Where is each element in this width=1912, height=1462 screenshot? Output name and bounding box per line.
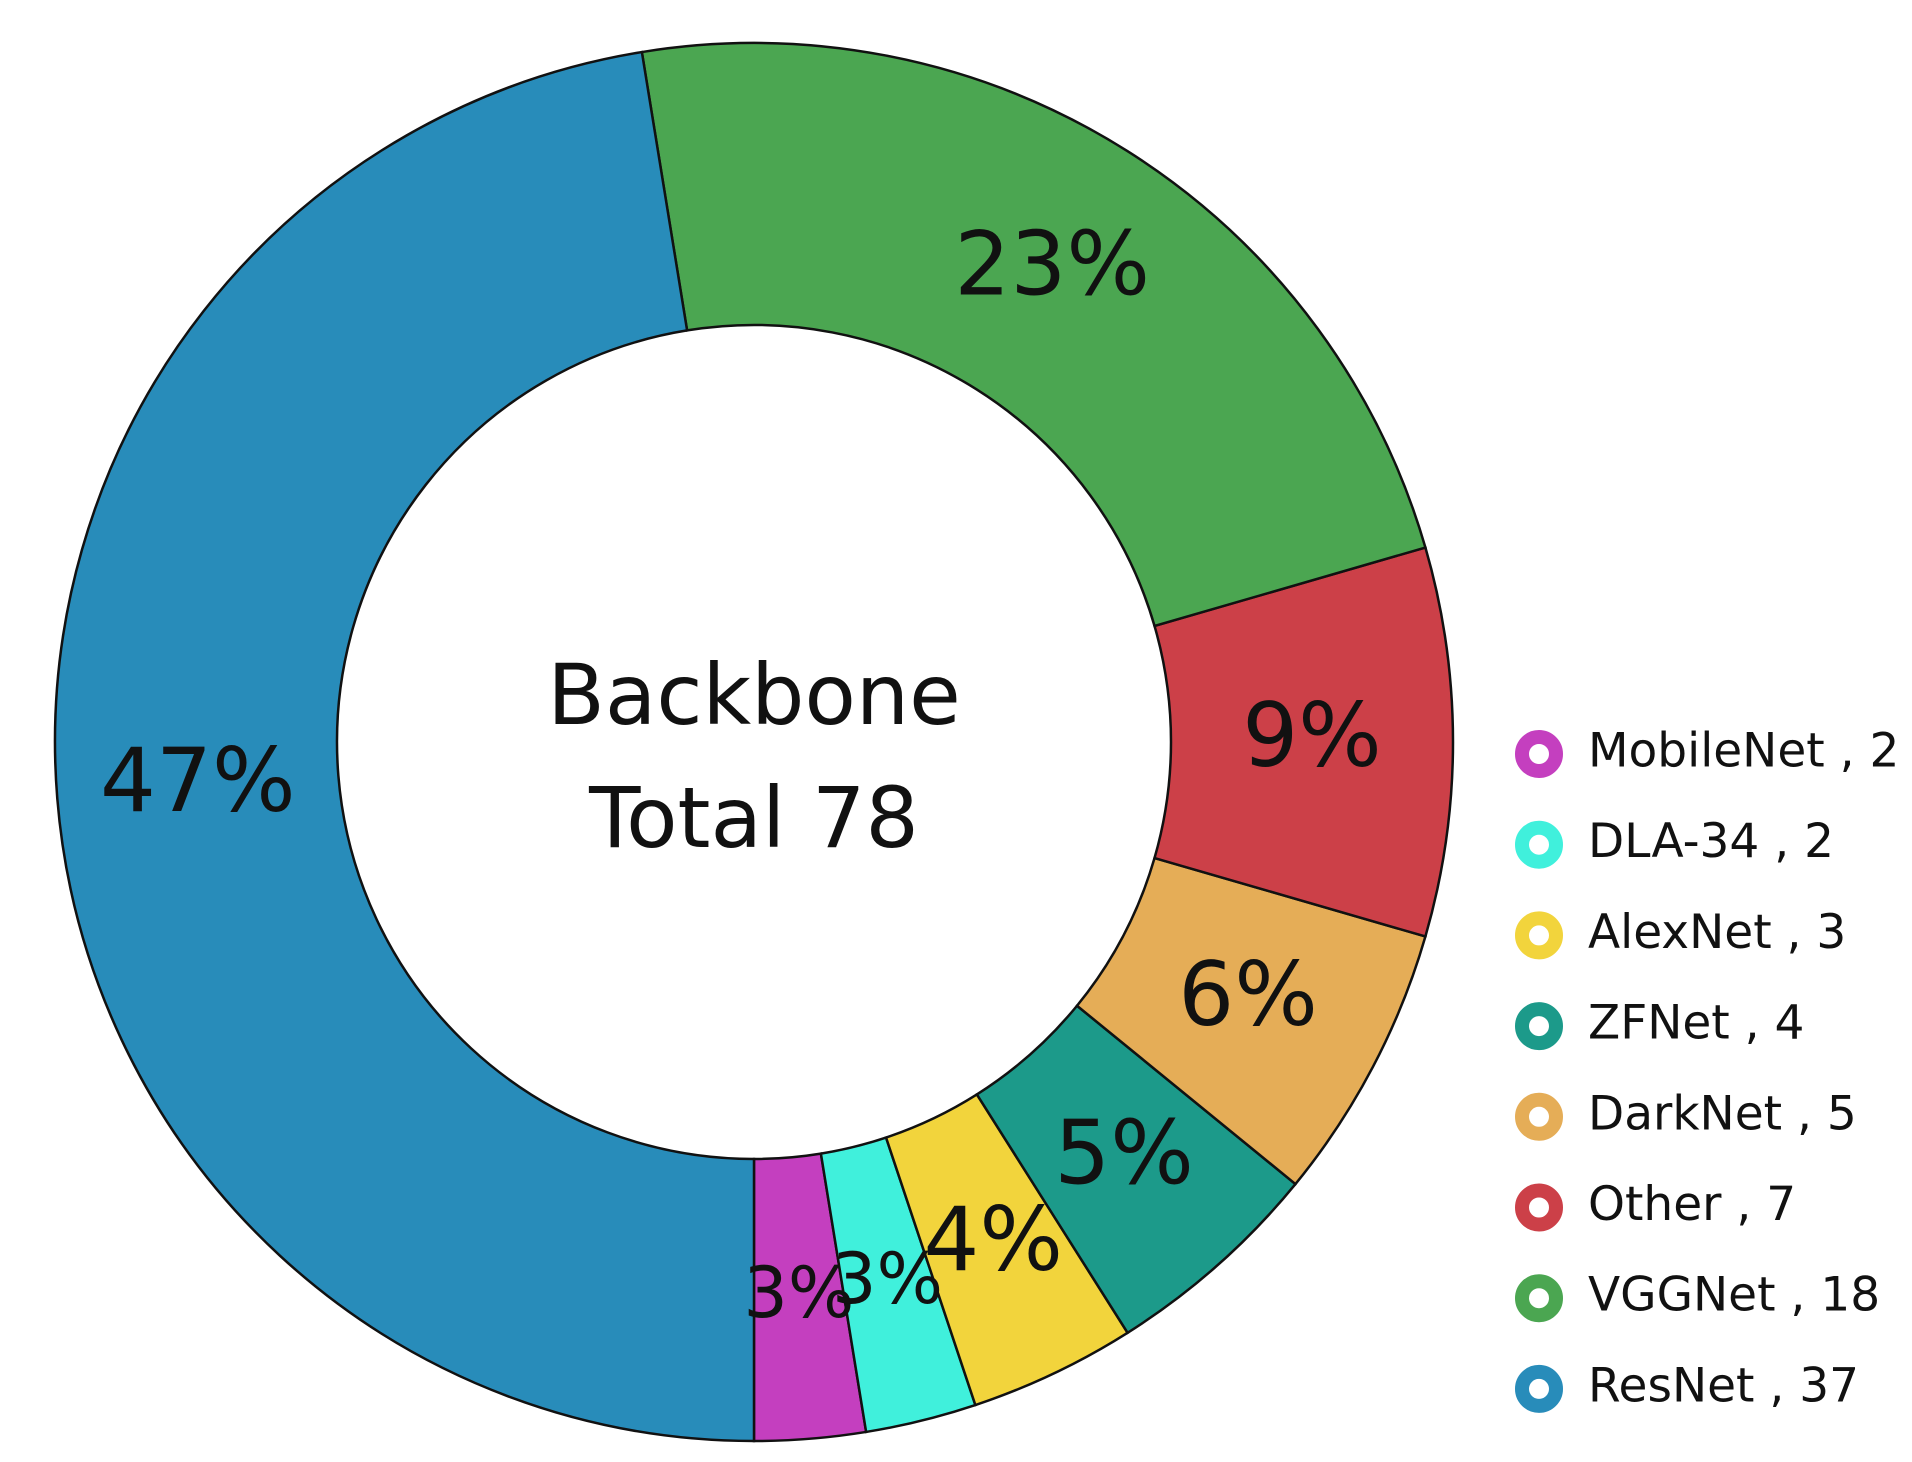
- legend-label: ResNet , 37: [1588, 1358, 1859, 1413]
- legend-marker: [1515, 1002, 1563, 1051]
- slice-label: 6%: [1178, 943, 1318, 1046]
- legend-marker: [1515, 911, 1563, 960]
- legend-marker: [1515, 1364, 1563, 1413]
- legend-label: MobileNet , 2: [1588, 724, 1899, 779]
- slice-label: 4%: [923, 1188, 1063, 1291]
- legend-marker: [1515, 1092, 1563, 1141]
- slice-label: 3%: [743, 1252, 854, 1334]
- legend-marker: [1515, 1274, 1563, 1323]
- slice: [640, 41, 1427, 628]
- legend-label: VGGNet , 18: [1588, 1268, 1880, 1323]
- legend-marker: [1515, 820, 1563, 869]
- slice-label: 3%: [832, 1238, 943, 1320]
- slice-label: 47%: [100, 729, 296, 832]
- center-total: Total 78: [588, 769, 919, 867]
- slice-label: 23%: [954, 212, 1150, 315]
- legend-label: DLA-34 , 2: [1588, 814, 1834, 869]
- slice: [53, 50, 756, 1443]
- legend-marker: [1515, 730, 1563, 778]
- legend-label: Other , 7: [1588, 1177, 1796, 1232]
- legend-label: DarkNet , 5: [1588, 1086, 1857, 1141]
- legend-label: ZFNet , 4: [1588, 996, 1804, 1051]
- slice-label: 9%: [1242, 684, 1382, 787]
- legend-label: AlexNet , 3: [1588, 905, 1846, 960]
- legend-marker: [1515, 1183, 1563, 1232]
- center-title: Backbone: [547, 646, 961, 744]
- slice-label: 5%: [1054, 1102, 1194, 1205]
